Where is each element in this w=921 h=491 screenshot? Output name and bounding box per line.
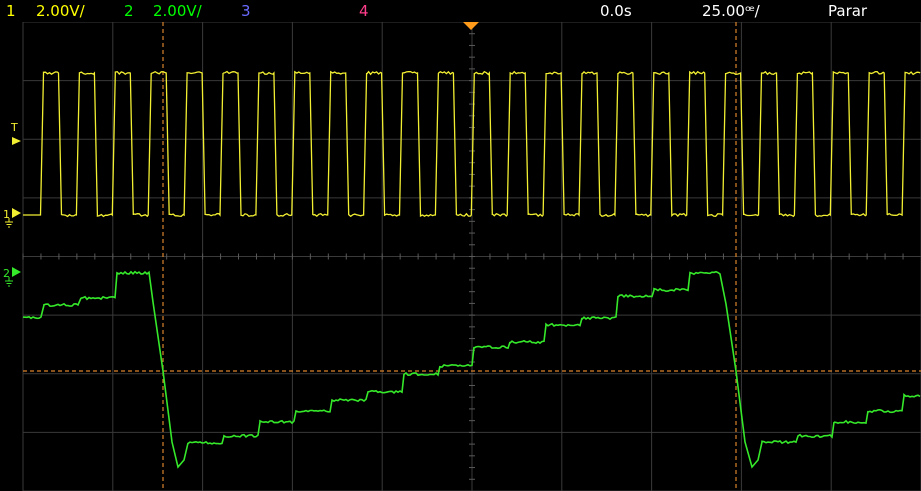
ch1-number[interactable]: 1 bbox=[6, 2, 16, 20]
scope-canvas bbox=[0, 22, 921, 491]
run-state[interactable]: Parar bbox=[828, 2, 867, 20]
ch2-ground-icon[interactable] bbox=[5, 267, 23, 287]
time-position[interactable]: 0.0s bbox=[600, 2, 632, 20]
ch2-number[interactable]: 2 bbox=[124, 2, 134, 20]
ch4-number[interactable]: 4 bbox=[359, 2, 369, 20]
trigger-level-icon[interactable] bbox=[12, 136, 22, 146]
ch3-number[interactable]: 3 bbox=[241, 2, 251, 20]
trigger-position-icon[interactable] bbox=[463, 22, 479, 30]
ch1-scale[interactable]: 2.00V/ bbox=[36, 2, 85, 20]
time-scale[interactable]: 25.00ꟹ/ bbox=[702, 2, 760, 20]
ch2-scale[interactable]: 2.00V/ bbox=[153, 2, 202, 20]
graticule bbox=[23, 22, 921, 491]
trigger-level-label: T bbox=[11, 122, 18, 133]
status-bar: 1 2.00V/ 2 2.00V/ 3 4 0.0s 25.00ꟹ/ Parar bbox=[0, 0, 921, 22]
waveform-display[interactable]: T 1 2 bbox=[0, 22, 921, 491]
ch1-ground-icon[interactable] bbox=[5, 208, 23, 228]
